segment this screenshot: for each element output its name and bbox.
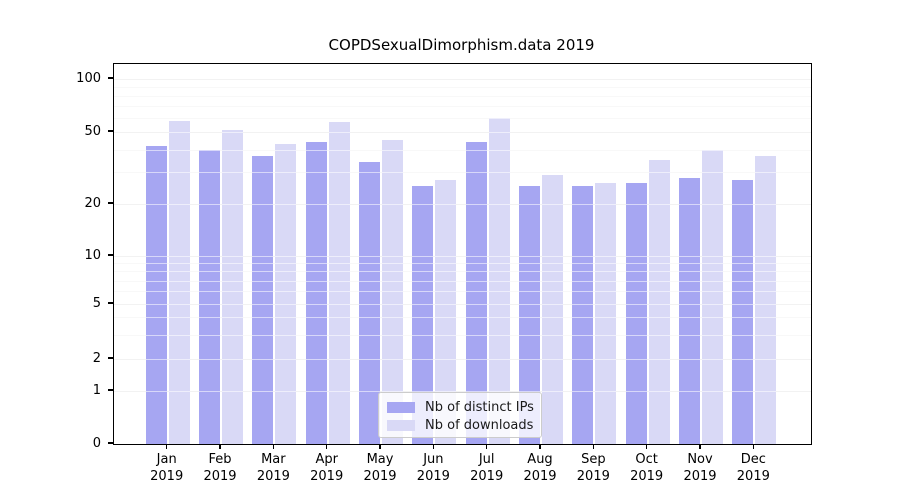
bar-ips-mar <box>252 155 274 444</box>
plot-area <box>113 63 812 445</box>
bar-ips-aug <box>519 186 540 444</box>
legend-row-downloads: Nb of downloads <box>387 416 533 434</box>
y-tick-label-100: 100 <box>76 70 101 86</box>
x-tick-mark-dec <box>752 444 754 449</box>
grid-stripe-9 <box>114 263 811 265</box>
legend: Nb of distinct IPs Nb of downloads <box>378 392 542 438</box>
x-tick-label-apr: Apr 2019 <box>310 452 344 484</box>
y-tick-mark-50 <box>108 130 113 132</box>
grid-stripe-30 <box>114 172 811 174</box>
x-tick-label-mar: Mar 2019 <box>256 452 290 484</box>
x-tick-label-jun: Jun 2019 <box>416 452 450 484</box>
y-tick-label-10: 10 <box>84 247 101 263</box>
x-tick-label-aug: Aug 2019 <box>523 452 557 484</box>
grid-stripe-10 <box>114 256 811 257</box>
x-tick-mark-mar <box>272 444 274 449</box>
bar-downloads-oct <box>648 160 670 444</box>
x-tick-mark-jul <box>486 444 488 449</box>
bar-ips-feb <box>199 149 221 444</box>
y-tick-mark-0 <box>108 442 113 444</box>
legend-row-distinct-ips: Nb of distinct IPs <box>387 398 534 416</box>
chart-title: COPDSexualDimorphism.data 2019 <box>328 36 595 54</box>
y-tick-label-5: 5 <box>92 295 101 311</box>
grid-stripe-2 <box>114 359 811 360</box>
y-tick-label-1: 1 <box>92 382 101 398</box>
grid-stripe-20 <box>114 204 811 205</box>
bar-downloads-jun <box>435 180 457 444</box>
grid-stripe-100 <box>114 79 811 80</box>
y-tick-mark-2 <box>108 357 113 359</box>
bar-ips-nov <box>679 177 700 444</box>
bar-downloads-jan <box>168 120 190 444</box>
bar-ips-jan <box>145 145 167 444</box>
x-tick-mark-may <box>379 444 381 449</box>
bar-downloads-dec <box>755 155 777 444</box>
x-tick-mark-nov <box>699 444 701 449</box>
y-tick-mark-5 <box>108 302 113 304</box>
bar-downloads-feb <box>222 130 244 444</box>
bar-ips-jun <box>412 186 434 444</box>
bar-ips-dec <box>732 180 754 444</box>
x-tick-label-may: May 2019 <box>363 452 397 484</box>
grid-stripe-6 <box>114 291 811 293</box>
bar-ips-may <box>359 162 381 444</box>
legend-swatch-distinct-ips <box>387 401 415 413</box>
x-tick-label-jul: Jul 2019 <box>470 452 504 484</box>
x-tick-label-nov: Nov 2019 <box>683 452 717 484</box>
bar-downloads-sep <box>595 183 617 444</box>
bar-downloads-mar <box>275 143 297 444</box>
bar-ips-jul <box>465 142 487 444</box>
grid-stripe-80 <box>114 96 811 98</box>
x-tick-mark-feb <box>219 444 221 449</box>
bar-downloads-nov <box>702 149 723 444</box>
x-tick-mark-aug <box>539 444 541 449</box>
x-tick-label-feb: Feb 2019 <box>203 452 237 484</box>
x-tick-mark-sep <box>592 444 594 449</box>
bar-ips-apr <box>305 142 327 444</box>
x-tick-label-sep: Sep 2019 <box>576 452 610 484</box>
grid-stripe-50 <box>114 132 811 133</box>
x-tick-mark-jan <box>166 444 168 449</box>
y-tick-mark-10 <box>108 254 113 256</box>
grid-stripe-3 <box>114 334 811 336</box>
grid-stripe-7 <box>114 280 811 282</box>
y-tick-label-0: 0 <box>92 435 101 451</box>
x-tick-mark-jun <box>432 444 434 449</box>
legend-swatch-downloads <box>387 419 415 431</box>
x-tick-label-oct: Oct 2019 <box>630 452 664 484</box>
y-tick-mark-1 <box>108 389 113 391</box>
x-tick-mark-oct <box>646 444 648 449</box>
y-tick-mark-100 <box>108 77 113 79</box>
grid-stripe-40 <box>114 149 811 151</box>
y-tick-label-2: 2 <box>92 350 101 366</box>
grid-stripe-5 <box>114 304 811 305</box>
y-tick-label-20: 20 <box>84 195 101 211</box>
grid-stripe-60 <box>114 118 811 120</box>
y-tick-label-50: 50 <box>84 123 101 139</box>
x-tick-mark-apr <box>326 444 328 449</box>
x-tick-label-dec: Dec 2019 <box>736 452 770 484</box>
bar-ips-oct <box>625 183 647 444</box>
y-tick-mark-20 <box>108 202 113 204</box>
legend-label-downloads: Nb of downloads <box>425 417 534 433</box>
grid-stripe-1 <box>114 391 811 392</box>
grid-stripe-70 <box>114 106 811 108</box>
x-tick-label-jan: Jan 2019 <box>150 452 184 484</box>
bar-ips-sep <box>572 186 594 444</box>
grid-stripe-90 <box>114 87 811 89</box>
bar-downloads-aug <box>542 174 563 444</box>
grid-stripe-4 <box>114 317 811 319</box>
bar-downloads-apr <box>328 121 350 444</box>
grid-stripe-8 <box>114 271 811 273</box>
legend-label-distinct-ips: Nb of distinct IPs <box>425 399 534 415</box>
